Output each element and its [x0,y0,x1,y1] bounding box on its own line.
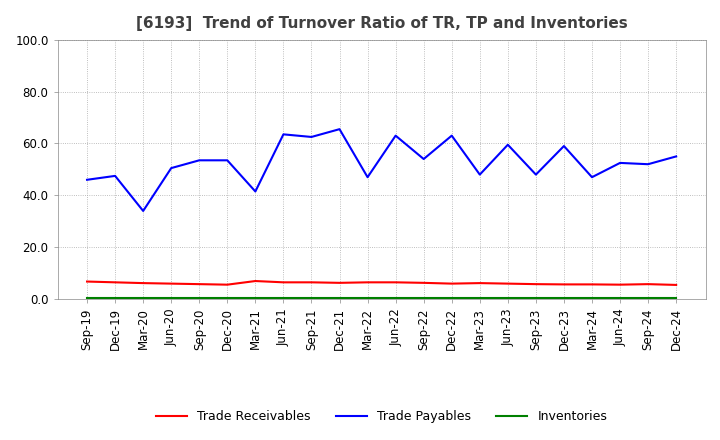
Inventories [531,296,540,301]
Trade Receivables [111,280,120,285]
Trade Receivables [336,280,344,286]
Trade Receivables [419,280,428,286]
Trade Receivables [307,280,316,285]
Trade Payables [531,172,540,177]
Trade Payables [167,165,176,171]
Legend: Trade Receivables, Trade Payables, Inventories: Trade Receivables, Trade Payables, Inven… [151,405,612,428]
Inventories [336,296,344,301]
Inventories [279,296,288,301]
Inventories [672,296,680,301]
Trade Receivables [167,281,176,286]
Trade Receivables [83,279,91,284]
Trade Payables [559,143,568,149]
Trade Payables [588,175,596,180]
Trade Payables [111,173,120,179]
Trade Receivables [364,280,372,285]
Trade Payables [672,154,680,159]
Trade Payables [447,133,456,138]
Trade Receivables [195,282,204,287]
Line: Trade Payables: Trade Payables [87,129,676,211]
Inventories [251,296,260,301]
Trade Receivables [279,280,288,285]
Inventories [419,296,428,301]
Inventories [139,296,148,301]
Inventories [644,296,652,301]
Inventories [475,296,484,301]
Inventories [559,296,568,301]
Trade Payables [223,158,232,163]
Trade Payables [307,134,316,139]
Trade Receivables [251,279,260,284]
Trade Payables [139,208,148,213]
Trade Payables [195,158,204,163]
Trade Payables [279,132,288,137]
Trade Receivables [559,282,568,287]
Trade Payables [83,177,91,183]
Inventories [616,296,624,301]
Inventories [503,296,512,301]
Trade Receivables [475,280,484,286]
Inventories [167,296,176,301]
Inventories [111,296,120,301]
Trade Payables [503,142,512,147]
Trade Payables [251,189,260,194]
Trade Payables [364,175,372,180]
Inventories [364,296,372,301]
Trade Receivables [503,281,512,286]
Trade Payables [336,127,344,132]
Inventories [391,296,400,301]
Inventories [223,296,232,301]
Trade Receivables [139,280,148,286]
Trade Receivables [588,282,596,287]
Trade Payables [616,160,624,165]
Trade Receivables [616,282,624,287]
Trade Payables [419,156,428,161]
Inventories [447,296,456,301]
Trade Payables [391,133,400,138]
Trade Receivables [223,282,232,287]
Trade Payables [475,172,484,177]
Inventories [307,296,316,301]
Inventories [588,296,596,301]
Inventories [83,296,91,301]
Trade Receivables [391,280,400,285]
Trade Receivables [447,281,456,286]
Line: Trade Receivables: Trade Receivables [87,281,676,285]
Title: [6193]  Trend of Turnover Ratio of TR, TP and Inventories: [6193] Trend of Turnover Ratio of TR, TP… [136,16,627,32]
Trade Receivables [672,282,680,288]
Trade Receivables [644,282,652,287]
Trade Payables [644,161,652,167]
Trade Receivables [531,282,540,287]
Inventories [195,296,204,301]
